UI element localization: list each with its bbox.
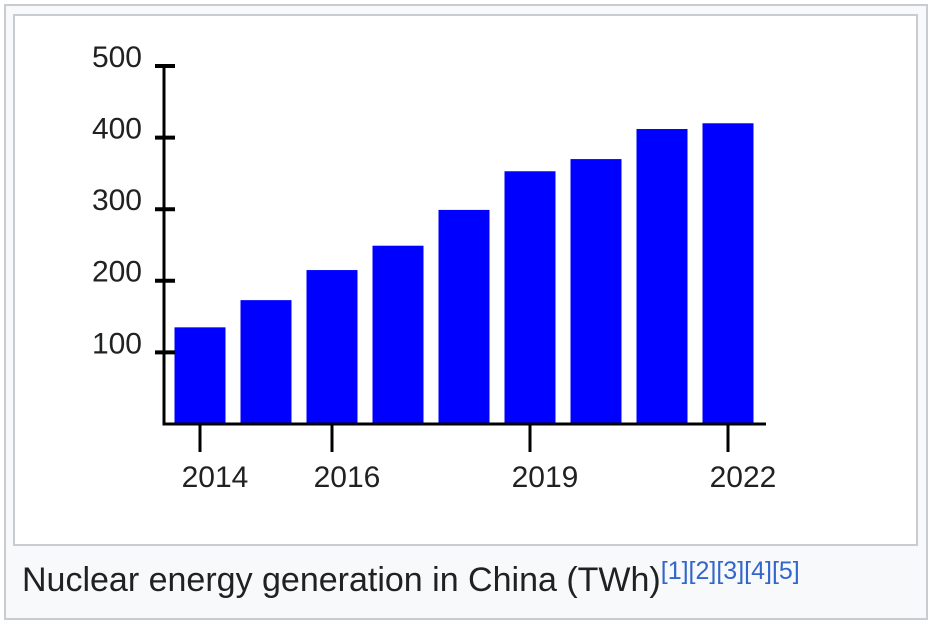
caption-text: Nuclear energy generation in China (TWh) <box>22 561 661 599</box>
y-tick-label: 300 <box>92 184 142 217</box>
bar <box>570 159 622 424</box>
x-tick-label: 2014 <box>182 461 249 494</box>
bar <box>372 245 424 424</box>
reference-link[interactable]: [1] <box>661 557 689 585</box>
bar <box>636 129 688 424</box>
reference-link[interactable]: [3] <box>716 557 744 585</box>
bar <box>438 209 490 424</box>
y-tick-label: 200 <box>92 256 142 289</box>
bar <box>504 171 556 424</box>
bar <box>174 327 226 424</box>
caption: Nuclear energy generation in China (TWh)… <box>22 557 800 599</box>
bar <box>240 300 292 424</box>
reference-link[interactable]: [4] <box>744 557 772 585</box>
reference-link[interactable]: [2] <box>689 557 717 585</box>
y-tick-label: 400 <box>92 113 142 146</box>
x-tick-label: 2016 <box>314 461 381 494</box>
reference-link[interactable]: [5] <box>772 557 800 585</box>
x-tick-label: 2022 <box>710 461 777 494</box>
plot: 2014 2016 2019 2022 100 200 300 400 500 <box>92 41 776 494</box>
bar <box>306 270 358 424</box>
y-tick-label: 100 <box>92 327 142 360</box>
bar <box>702 123 754 424</box>
x-tick-label: 2019 <box>512 461 579 494</box>
y-tick-label: 500 <box>92 41 142 74</box>
